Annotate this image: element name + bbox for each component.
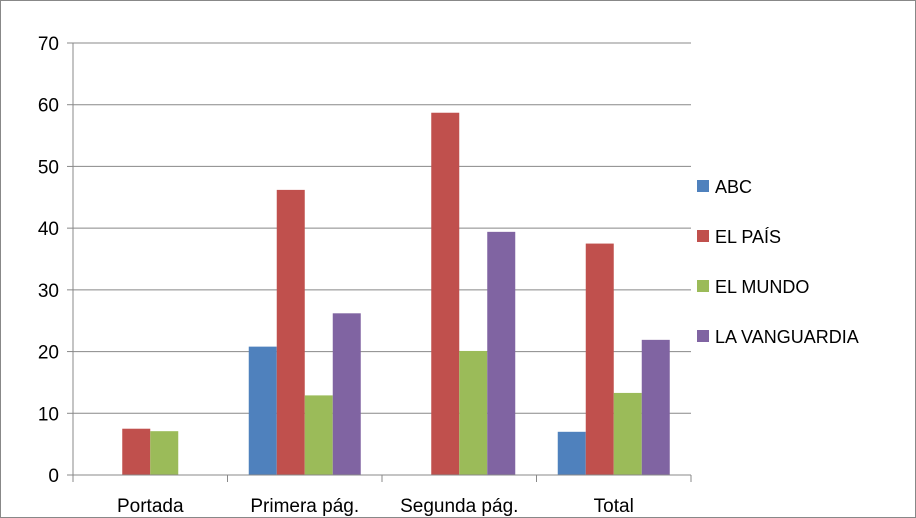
legend-label: LA VANGUARDIA xyxy=(715,327,859,347)
legend-swatch xyxy=(697,330,709,342)
legend-label: ABC xyxy=(715,177,752,197)
legend-item: EL MUNDO xyxy=(697,277,809,297)
legend-item: LA VANGUARDIA xyxy=(697,327,859,347)
bars xyxy=(122,112,670,475)
legend-swatch xyxy=(697,230,709,242)
bar-el-pa-s-3 xyxy=(431,112,460,475)
y-tick-label: 30 xyxy=(38,281,59,302)
y-tick-label: 70 xyxy=(38,34,59,55)
x-category-label: Portada xyxy=(117,496,184,517)
bar-la-vanguardia-2 xyxy=(332,313,361,475)
legend-label: EL PAÍS xyxy=(715,227,781,247)
bar-el-pa-s-1 xyxy=(122,428,151,475)
y-tick-label: 50 xyxy=(38,157,59,178)
bar-la-vanguardia-3 xyxy=(487,231,516,475)
bar-la-vanguardia-4 xyxy=(641,339,670,475)
x-category-labels: Portada Primera pág. Segunda pág. Total xyxy=(117,496,634,517)
y-tick-label: 0 xyxy=(48,466,59,487)
bar-abc-4 xyxy=(557,431,586,475)
bar-el-mundo-3 xyxy=(459,350,488,475)
y-tick-labels: 0 10 20 30 40 50 60 70 xyxy=(38,34,59,487)
legend: ABC EL PAÍS EL MUNDO LA VANGUARDIA xyxy=(697,177,859,347)
legend-swatch xyxy=(697,180,709,192)
y-tick-label: 60 xyxy=(38,96,59,117)
bar-el-mundo-1 xyxy=(150,431,179,475)
y-tick-label: 10 xyxy=(38,404,59,425)
x-category-label: Segunda pág. xyxy=(400,496,518,517)
bar-el-pa-s-2 xyxy=(276,189,305,475)
bar-el-pa-s-4 xyxy=(585,243,614,475)
y-tick-label: 40 xyxy=(38,219,59,240)
legend-label: EL MUNDO xyxy=(715,277,809,297)
bar-abc-2 xyxy=(248,346,277,475)
bar-el-mundo-2 xyxy=(304,395,333,475)
legend-item: EL PAÍS xyxy=(697,227,781,247)
bar-el-mundo-4 xyxy=(613,392,642,475)
axes xyxy=(67,42,692,482)
x-category-label: Primera pág. xyxy=(250,496,359,517)
x-category-label: Total xyxy=(594,496,634,517)
legend-item: ABC xyxy=(697,177,752,197)
legend-swatch xyxy=(697,280,709,292)
y-tick-label: 20 xyxy=(38,343,59,364)
